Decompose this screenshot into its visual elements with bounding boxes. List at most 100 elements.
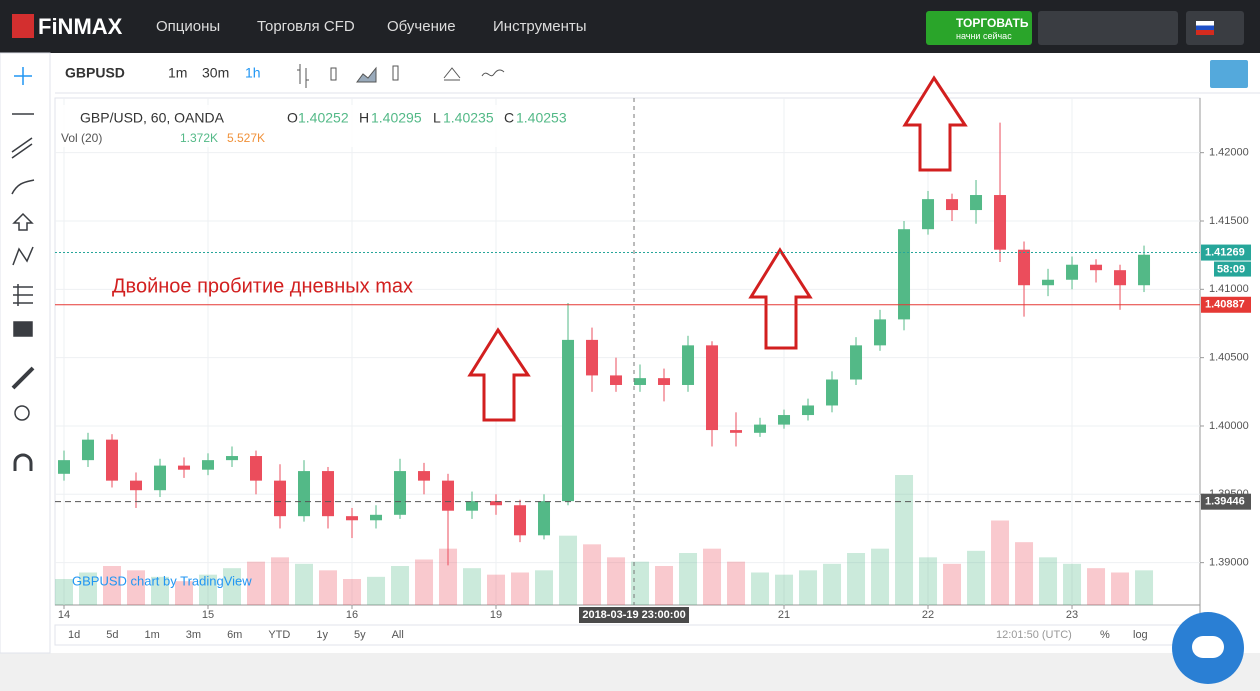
- range-button[interactable]: YTD: [268, 629, 290, 641]
- tool-icons: [11, 67, 35, 471]
- candle-icon[interactable]: [330, 67, 337, 81]
- account-select[interactable]: [1038, 11, 1178, 45]
- area-icon[interactable]: [356, 66, 377, 83]
- candle-body: [418, 471, 431, 481]
- candle-body: [154, 465, 167, 491]
- cursor-tool[interactable]: [14, 67, 32, 85]
- magnet-tool[interactable]: [13, 453, 33, 471]
- trade-sub: начни сейчас: [956, 31, 1012, 41]
- range-button[interactable]: 6m: [227, 629, 242, 641]
- menu-item[interactable]: Торговля CFD: [257, 18, 355, 35]
- candle-body: [346, 516, 359, 521]
- brush-tool[interactable]: [11, 179, 35, 195]
- ruler-tool[interactable]: [11, 366, 35, 390]
- candle-body: [1066, 264, 1079, 280]
- menu-item[interactable]: Опционы: [156, 18, 221, 35]
- watermark[interactable]: GBPUSD chart by TradingView: [72, 573, 252, 588]
- candle-body: [394, 471, 407, 515]
- candle-body: [538, 501, 551, 536]
- language-select[interactable]: [1186, 11, 1244, 45]
- range-button[interactable]: 3m: [186, 629, 201, 641]
- price-tag-label: 1.41269: [1205, 246, 1245, 258]
- candle-body: [370, 514, 383, 521]
- candle-body: [850, 345, 863, 380]
- volume-bar: [463, 568, 482, 605]
- candle-body: [226, 456, 239, 461]
- volume-bar: [751, 572, 770, 605]
- volume-bar: [151, 576, 170, 605]
- candle-body: [322, 471, 335, 517]
- volume-bar: [295, 563, 314, 605]
- candle-body: [970, 195, 983, 211]
- volume-bar: [607, 557, 626, 605]
- menu-item[interactable]: Инструменты: [493, 18, 587, 35]
- bars-icon[interactable]: [297, 64, 309, 88]
- annotation-arrows: [467, 75, 968, 422]
- interval[interactable]: 30m: [202, 65, 229, 81]
- volume-bar: [199, 574, 218, 605]
- volume-bar: [415, 559, 434, 605]
- range-button[interactable]: 1y: [316, 629, 328, 641]
- arrow-tool[interactable]: [12, 212, 34, 231]
- legend-label: C: [504, 110, 514, 126]
- x-tick-label: 15: [202, 609, 214, 621]
- range-button[interactable]: 5y: [354, 629, 366, 641]
- volume-bar: [511, 572, 530, 605]
- volume-bar: [367, 576, 386, 605]
- interval[interactable]: 1h: [245, 65, 261, 81]
- candles: [58, 122, 1151, 566]
- volume-bar: [967, 550, 986, 605]
- logo-icon: [12, 14, 34, 38]
- x-tick-label: 22: [922, 609, 934, 621]
- range-button[interactable]: 1d: [68, 629, 80, 641]
- plot-area: [54, 97, 1201, 606]
- candle-body: [250, 456, 263, 481]
- zoom-tool[interactable]: [14, 405, 30, 421]
- volume-bar: [1063, 563, 1082, 605]
- legend-label: O: [287, 110, 298, 126]
- screenshot-button[interactable]: [1210, 60, 1248, 88]
- flag: [1196, 21, 1214, 35]
- range-button[interactable]: All: [392, 629, 404, 641]
- indicator-icon[interactable]: [443, 67, 461, 81]
- percent-toggle[interactable]: %: [1100, 629, 1110, 641]
- volume-bar: [919, 557, 938, 605]
- x-tick-label: 19: [490, 609, 502, 621]
- volume-value: 1.372K: [180, 131, 218, 145]
- volume-bar: [583, 544, 602, 605]
- arrow: [467, 327, 531, 422]
- legend-value: 1.40235: [443, 110, 494, 126]
- legend-bg: [56, 105, 576, 147]
- range-button[interactable]: 5d: [106, 629, 118, 641]
- countdown: 58:09: [1217, 263, 1245, 275]
- crosshair-tag: [579, 607, 690, 623]
- menu-item[interactable]: Обучение: [387, 18, 456, 35]
- candle-body: [490, 501, 503, 506]
- x-tick-label: 23: [1066, 609, 1078, 621]
- snapshot-tool[interactable]: [13, 321, 33, 337]
- x-tick-label: 14: [58, 609, 70, 621]
- candle-body: [826, 379, 839, 406]
- y-tick-label: 1.41500: [1209, 215, 1249, 227]
- trade-button[interactable]: ТОРГОВАТЬ начни сейчас: [926, 11, 1032, 45]
- symbol[interactable]: GBPUSD: [65, 65, 125, 81]
- compare-icon[interactable]: [481, 69, 505, 77]
- volume-bar: [487, 574, 506, 605]
- log-toggle[interactable]: log: [1133, 629, 1148, 641]
- legend-label: H: [359, 110, 369, 126]
- measure-tool[interactable]: [13, 284, 33, 306]
- candle-body: [730, 430, 743, 433]
- annotation: Двойное пробитие дневных max: [112, 275, 413, 297]
- candle-body: [682, 345, 695, 385]
- range-button[interactable]: 1m: [145, 629, 160, 641]
- fib-tool[interactable]: [11, 137, 33, 159]
- price-tag-label: 1.39446: [1205, 496, 1245, 508]
- grid: [55, 98, 1200, 605]
- heikin-icon[interactable]: [392, 65, 399, 81]
- clock: 12:01:50 (UTC): [996, 629, 1072, 641]
- logo[interactable]: FiNMAX: [38, 14, 123, 39]
- candle-body: [442, 480, 455, 511]
- pattern-tool[interactable]: [12, 246, 34, 266]
- interval[interactable]: 1m: [168, 65, 187, 81]
